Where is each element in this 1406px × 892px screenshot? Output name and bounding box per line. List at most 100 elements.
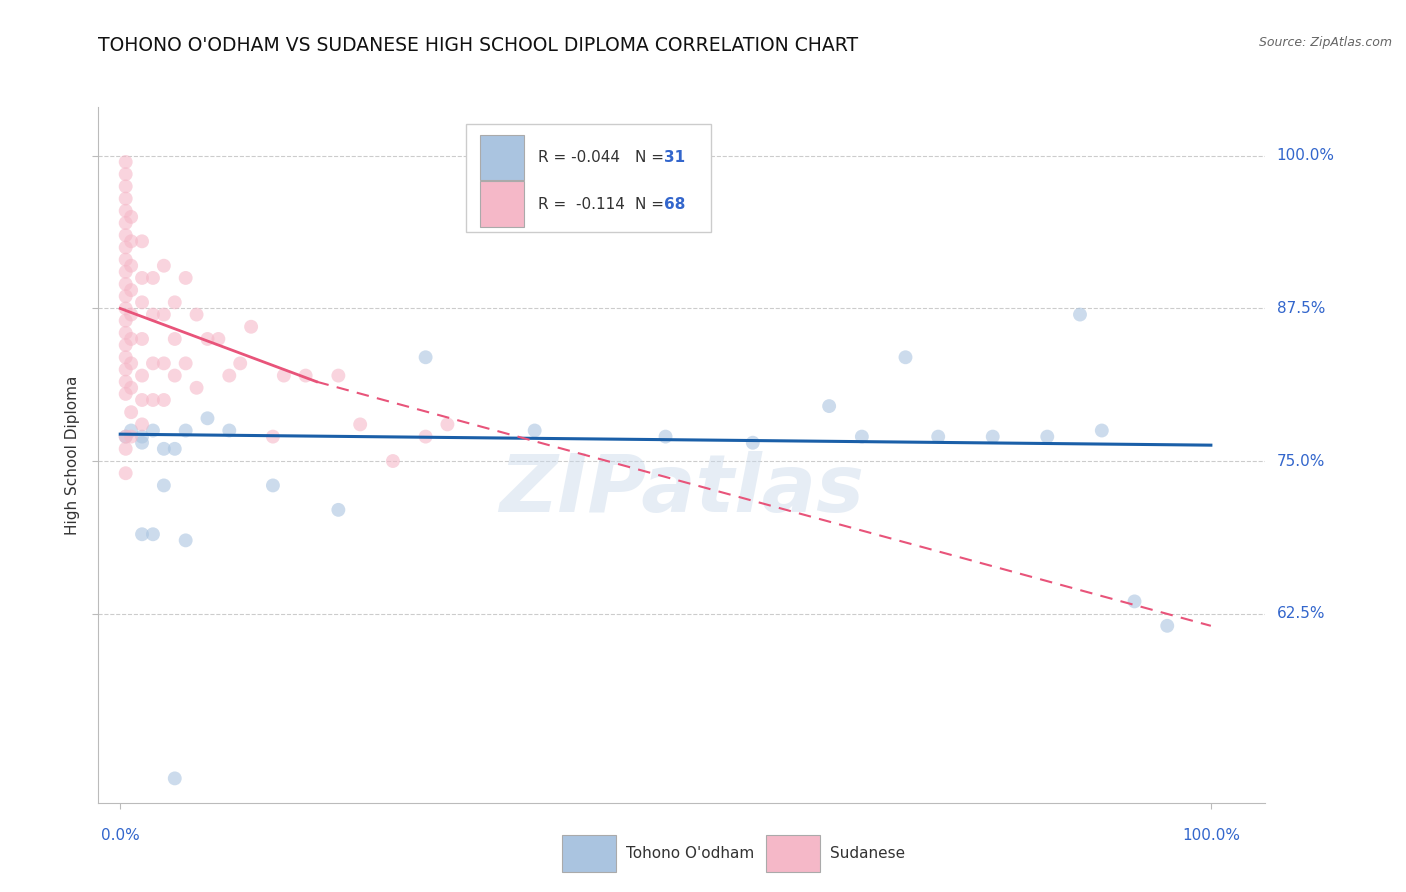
Point [120, 429, 142, 443]
Point [163, 332, 186, 346]
Point [1123, 594, 1146, 608]
Point [174, 533, 197, 548]
Point [131, 435, 153, 450]
Point [262, 429, 284, 443]
Point [131, 417, 153, 432]
Point [273, 368, 295, 383]
Point [1091, 424, 1114, 438]
Point [1069, 308, 1091, 322]
Point [114, 203, 136, 218]
Point [197, 332, 219, 346]
Point [163, 368, 186, 383]
Point [415, 351, 437, 365]
Point [114, 301, 136, 316]
Point [114, 351, 136, 365]
Point [349, 417, 371, 432]
Text: ZIPatlas: ZIPatlas [499, 450, 865, 529]
Point [294, 368, 316, 383]
Point [120, 210, 142, 224]
Point [163, 772, 186, 786]
Point [927, 429, 949, 443]
Point [328, 503, 350, 517]
Text: 0.0%: 0.0% [101, 828, 139, 843]
Point [114, 289, 136, 303]
Point [207, 332, 229, 346]
Point [218, 424, 240, 438]
Point [114, 179, 136, 194]
Point [131, 392, 153, 407]
Point [131, 235, 153, 249]
Point [153, 478, 176, 492]
Point [894, 351, 917, 365]
Point [186, 381, 208, 395]
Y-axis label: High School Diploma: High School Diploma [65, 376, 80, 534]
Point [114, 265, 136, 279]
Point [131, 271, 153, 285]
Point [131, 368, 153, 383]
Point [1156, 619, 1178, 633]
Point [114, 192, 136, 206]
Point [114, 338, 136, 352]
Point [120, 235, 142, 249]
Point [197, 411, 219, 425]
Point [114, 362, 136, 376]
Text: 31: 31 [665, 150, 686, 165]
Point [163, 442, 186, 456]
Point [120, 259, 142, 273]
Point [114, 277, 136, 291]
Point [120, 356, 142, 370]
Point [114, 387, 136, 401]
Point [114, 167, 136, 181]
Point [142, 392, 165, 407]
Point [142, 356, 165, 370]
Text: N =: N = [636, 197, 669, 212]
Point [381, 454, 404, 468]
Point [142, 424, 165, 438]
Point [186, 308, 208, 322]
Text: N =: N = [636, 150, 669, 165]
Point [818, 399, 841, 413]
Point [114, 375, 136, 389]
Point [153, 442, 176, 456]
Text: Source: ZipAtlas.com: Source: ZipAtlas.com [1258, 36, 1392, 49]
Point [163, 295, 186, 310]
Point [153, 259, 176, 273]
Point [120, 424, 142, 438]
Text: 100.0%: 100.0% [1182, 828, 1240, 843]
Point [851, 429, 873, 443]
Text: TOHONO O'ODHAM VS SUDANESE HIGH SCHOOL DIPLOMA CORRELATION CHART: TOHONO O'ODHAM VS SUDANESE HIGH SCHOOL D… [98, 36, 859, 54]
Point [114, 228, 136, 243]
Point [114, 216, 136, 230]
Point [114, 429, 136, 443]
Text: R =  -0.114: R = -0.114 [538, 197, 626, 212]
Point [131, 429, 153, 443]
Point [153, 392, 176, 407]
Point [131, 295, 153, 310]
Point [120, 283, 142, 297]
Point [120, 405, 142, 419]
Point [131, 332, 153, 346]
Text: R = -0.044: R = -0.044 [538, 150, 620, 165]
Point [142, 308, 165, 322]
Point [114, 155, 136, 169]
Point [114, 252, 136, 267]
Point [240, 319, 263, 334]
Text: 75.0%: 75.0% [1277, 453, 1324, 468]
FancyBboxPatch shape [479, 181, 524, 227]
Point [654, 429, 676, 443]
Point [114, 467, 136, 481]
Point [114, 442, 136, 456]
Point [415, 429, 437, 443]
Point [114, 240, 136, 254]
Point [174, 424, 197, 438]
Point [981, 429, 1004, 443]
Point [120, 308, 142, 322]
Point [142, 527, 165, 541]
Text: 62.5%: 62.5% [1277, 606, 1324, 621]
Point [218, 368, 240, 383]
Point [153, 356, 176, 370]
Point [328, 368, 350, 383]
Point [174, 271, 197, 285]
Text: Tohono O'odham: Tohono O'odham [626, 847, 754, 861]
Point [229, 356, 252, 370]
